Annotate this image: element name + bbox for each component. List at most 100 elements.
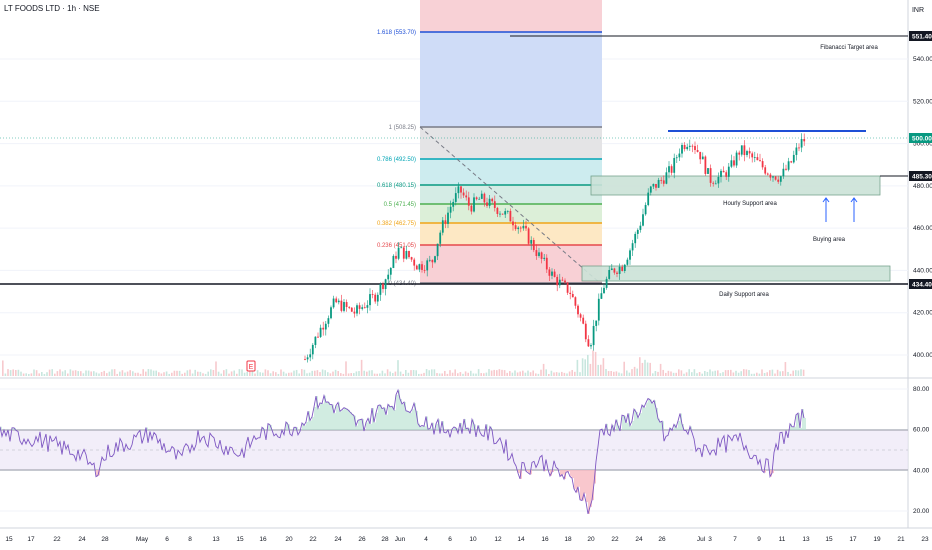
volume-bar xyxy=(667,370,670,376)
candle-body xyxy=(707,168,709,174)
volume-bar xyxy=(134,372,137,376)
earnings-marker[interactable]: E xyxy=(246,360,256,372)
volume-bar xyxy=(178,370,181,376)
volume-bar xyxy=(384,373,386,376)
earnings-icon: E xyxy=(249,364,254,371)
price-badge xyxy=(909,133,932,143)
volume-bar xyxy=(657,371,659,376)
candle-body xyxy=(337,300,340,303)
time-tick: 17 xyxy=(849,536,857,543)
volume-bar xyxy=(350,373,352,376)
candle-body xyxy=(675,157,678,159)
volume-bar xyxy=(748,370,750,376)
candle-body xyxy=(647,192,650,206)
volume-bar xyxy=(602,358,605,376)
candle-body xyxy=(397,247,400,259)
candle-body xyxy=(486,202,488,206)
volume-bar xyxy=(459,372,462,376)
candle-body xyxy=(527,228,530,244)
volume-bar xyxy=(717,370,719,376)
volume-bar xyxy=(488,369,490,376)
candle-body xyxy=(545,257,548,270)
volume-bar xyxy=(267,370,269,376)
candle-body xyxy=(327,318,330,324)
time-tick: 22 xyxy=(611,536,619,543)
volume-bar xyxy=(7,369,9,376)
volume-bar xyxy=(446,373,449,376)
candle-body xyxy=(660,179,663,181)
volume-bar xyxy=(176,370,178,376)
volume-bar xyxy=(82,373,85,376)
candle-body xyxy=(631,243,634,251)
volume-bar xyxy=(20,371,22,376)
candle-body xyxy=(670,166,673,173)
volume-bar xyxy=(316,370,319,376)
volume-bar xyxy=(683,373,685,376)
volume-bar xyxy=(428,370,430,376)
candle-body xyxy=(457,186,460,194)
volume-bar xyxy=(56,371,59,376)
volume-bar xyxy=(649,362,651,376)
candle-body xyxy=(722,170,725,173)
volume-bar xyxy=(480,373,482,376)
candle-body xyxy=(603,287,605,294)
volume-bar xyxy=(678,369,680,376)
fibonacci-retracement[interactable]: 1.618 (553.70) 1 (508.25) 0.786 (492.50) 0.… xyxy=(377,0,602,287)
time-axis[interactable]: 15 17 22 24 28 May 6 8 13 15 16 20 22 24 26 28 Jun 4 6 10 12… xyxy=(5,536,929,543)
fib-level-label: 0.786 (492.50) xyxy=(377,157,416,163)
candle-body xyxy=(387,274,390,280)
candle-body xyxy=(668,166,670,173)
price-axis[interactable]: 540.00 520.00 500.00 480.00 460.00 440.00 420.… xyxy=(913,56,932,359)
price-badge xyxy=(909,279,932,289)
candle-body xyxy=(782,168,785,177)
candle-body xyxy=(608,269,611,279)
buying-arrow-2[interactable] xyxy=(850,197,858,222)
volume-bar xyxy=(639,357,641,376)
candle-body xyxy=(756,157,759,161)
fib-zone-0618-0786 xyxy=(420,159,602,185)
candle-body xyxy=(642,214,644,226)
candle-body xyxy=(644,205,647,215)
candle-body xyxy=(774,176,777,180)
candle-body xyxy=(475,197,478,200)
hourly-support-box[interactable] xyxy=(590,175,881,196)
time-tick: 20 xyxy=(285,536,293,543)
volume-bar xyxy=(173,370,176,376)
volume-bar xyxy=(30,373,33,376)
fib-trend-line[interactable] xyxy=(419,126,601,284)
time-tick: 22 xyxy=(309,536,317,543)
price-tick: 420.00 xyxy=(913,310,932,317)
volume-bar xyxy=(220,373,222,376)
volume-bar xyxy=(251,369,254,376)
volume-bar xyxy=(641,362,644,376)
candle-body xyxy=(530,240,533,244)
time-tick: 3 xyxy=(708,536,712,543)
candle-body xyxy=(499,213,501,215)
volume-bar xyxy=(186,370,189,376)
candle-body xyxy=(444,220,447,224)
volume-bar xyxy=(360,359,363,376)
candle-body xyxy=(779,176,782,182)
volume-bar xyxy=(379,373,381,376)
time-tick: 28 xyxy=(101,536,109,543)
candle-body xyxy=(665,172,668,184)
volume-bar xyxy=(496,370,498,376)
volume-bar xyxy=(145,371,147,376)
volume-bar xyxy=(607,371,610,376)
volume-bar xyxy=(4,373,7,376)
volume-bar xyxy=(704,370,706,376)
rsi-axis[interactable]: 80.00 60.00 40.00 20.00 xyxy=(913,386,930,515)
volume-bar xyxy=(189,369,191,376)
volume-bar xyxy=(184,372,186,376)
buying-arrow-1[interactable] xyxy=(822,197,830,222)
candle-body xyxy=(574,297,577,306)
candle-body xyxy=(733,160,735,166)
time-tick: 20 xyxy=(587,536,595,543)
symbol-title[interactable]: LT FOODS LTD · 1h · NSE xyxy=(4,4,100,13)
volume-bar xyxy=(132,371,134,376)
volume-bar xyxy=(568,371,571,376)
volume-bar xyxy=(95,372,98,376)
candle-body xyxy=(623,264,626,271)
daily-support-box[interactable] xyxy=(581,265,891,282)
